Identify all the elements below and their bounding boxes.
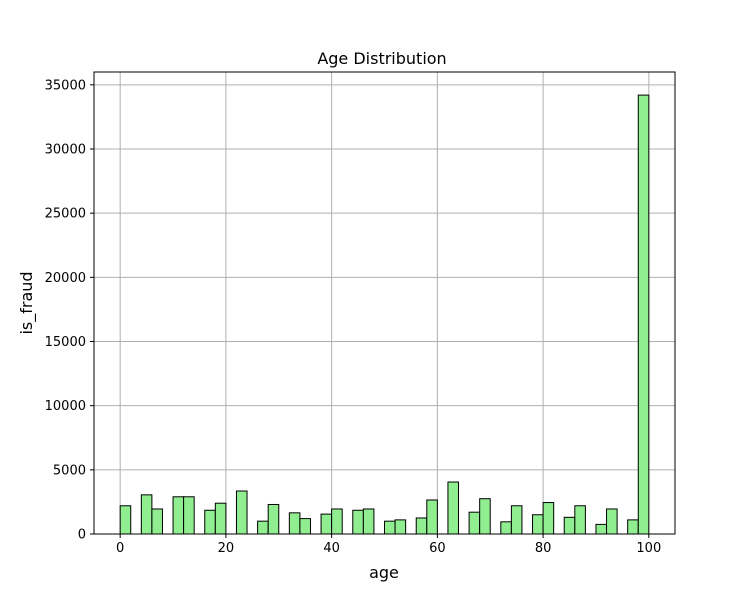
x-tick-label: 20 [218, 541, 235, 556]
histogram-bar [362, 508, 375, 535]
x-axis-ticks: 0 20 40 60 80 100 [116, 534, 661, 556]
x-tick-label: 100 [636, 541, 661, 556]
histogram-bar [510, 505, 523, 535]
histogram-bar [637, 94, 650, 535]
y-tick-label: 25000 [45, 207, 86, 222]
grid [94, 72, 675, 535]
y-tick-label: 30000 [45, 143, 86, 158]
histogram-bar [140, 494, 153, 535]
histogram-bar [479, 498, 491, 535]
histogram-bar [627, 519, 639, 535]
histogram-bar [352, 509, 364, 535]
histogram-bar [426, 499, 438, 535]
histogram-bar [500, 521, 512, 535]
x-tick-label: 80 [535, 541, 552, 556]
y-tick-label: 35000 [45, 78, 86, 93]
histogram-bar [235, 490, 248, 535]
x-axis-label: age [369, 563, 399, 582]
x-tick-label: 0 [116, 541, 124, 556]
histogram-bar [204, 509, 216, 535]
histogram-bar [574, 505, 586, 535]
histogram-bar [183, 496, 195, 535]
histogram-bar [331, 508, 343, 535]
histogram-bar [468, 511, 481, 535]
y-tick-label: 5000 [53, 463, 86, 478]
histogram-bar [119, 505, 132, 535]
histogram-bar [214, 502, 227, 535]
histogram-bar [151, 508, 163, 535]
histogram-bar [542, 502, 555, 535]
histogram-bar [415, 517, 428, 535]
y-tick-label: 15000 [45, 335, 86, 350]
histogram-bar [532, 514, 544, 535]
y-axis-label: is_fraud [17, 271, 37, 334]
histogram-bar [267, 503, 280, 535]
plot-frame [93, 71, 676, 535]
plot-area-background [94, 72, 675, 534]
histogram-bar [299, 518, 311, 535]
bars [119, 94, 650, 535]
histogram-bar [384, 520, 396, 535]
x-tick-label: 60 [429, 541, 446, 556]
histogram-bar [595, 523, 608, 535]
chart-title: Age Distribution [317, 49, 446, 68]
y-axis-ticks: 0 5000 10000 15000 20000 25000 30000 35000 [45, 78, 94, 543]
histogram-bar [447, 481, 460, 535]
y-tick-label: 10000 [45, 399, 86, 414]
histogram-bar [172, 496, 185, 535]
histogram-bar [606, 508, 618, 535]
histogram-bar [257, 520, 269, 535]
x-tick-label: 40 [323, 541, 340, 556]
histogram-bar [288, 512, 301, 535]
y-tick-label: 20000 [45, 271, 86, 286]
histogram-bar [563, 516, 576, 535]
y-tick-label: 0 [78, 528, 86, 543]
histogram-bar [320, 513, 333, 535]
histogram-bar [394, 519, 407, 535]
